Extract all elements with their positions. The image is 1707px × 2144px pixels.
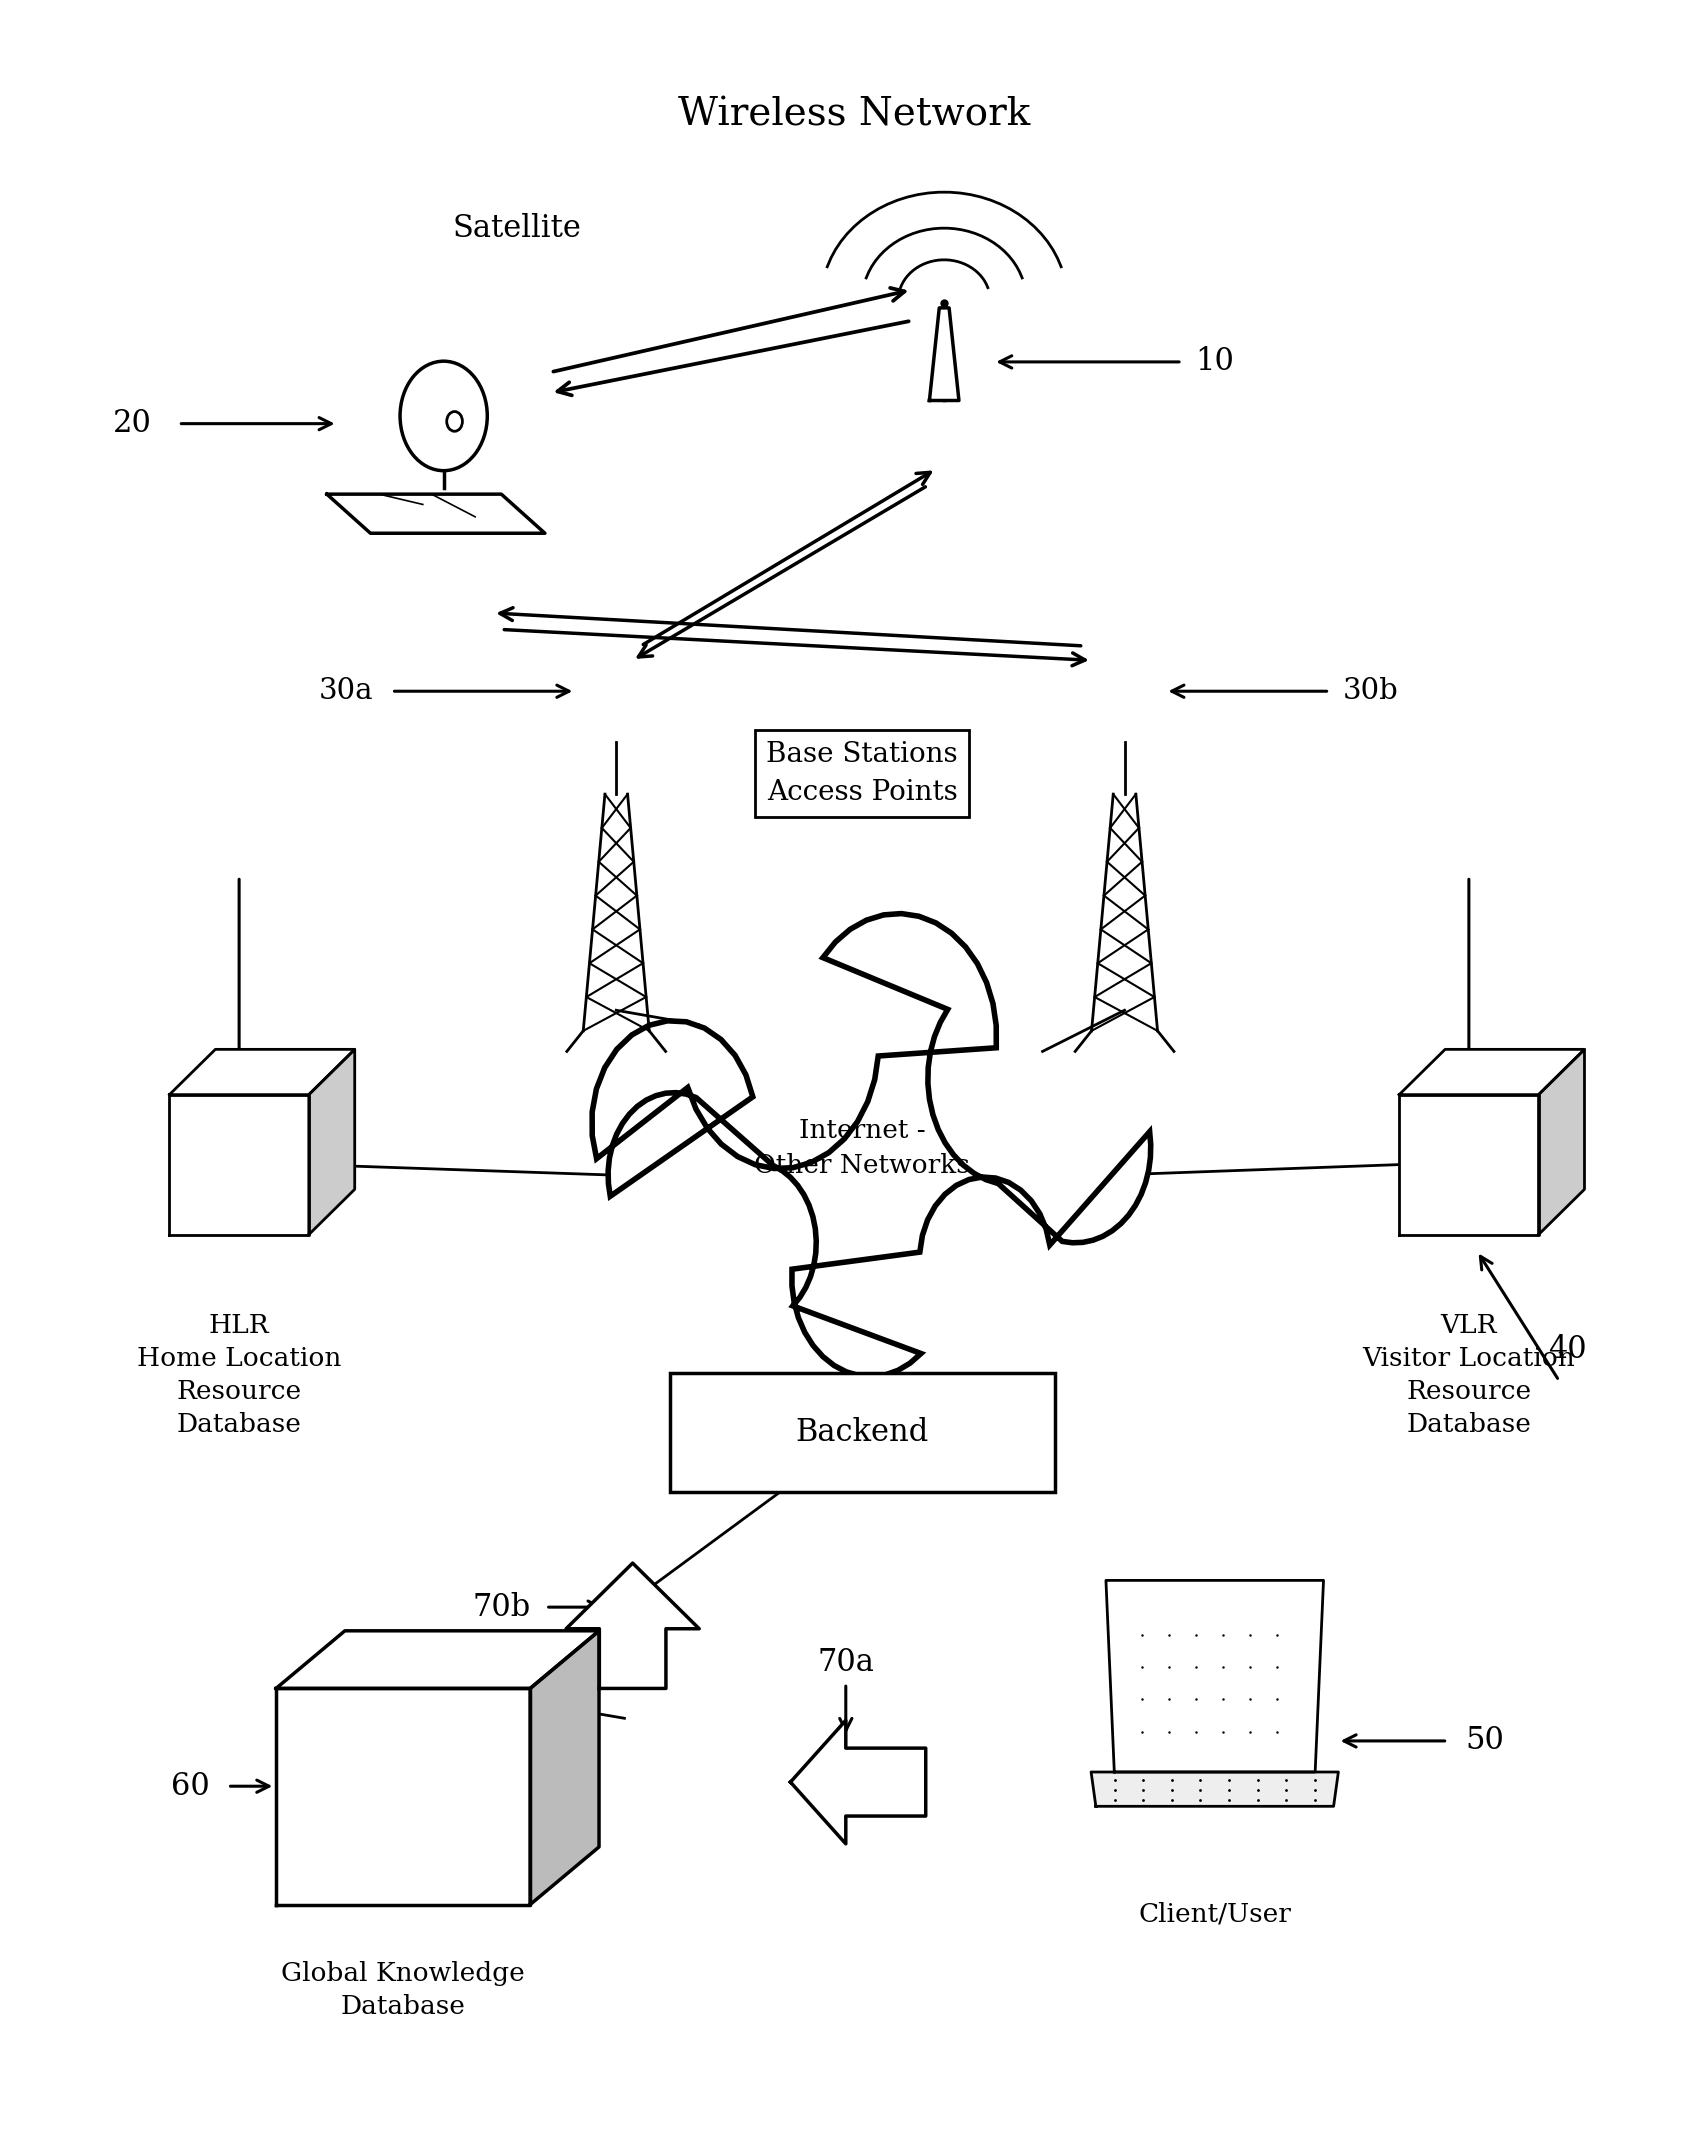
Polygon shape [1398,1048,1584,1096]
Text: Internet -
Other Networks: Internet - Other Networks [754,1119,970,1179]
Text: 70a: 70a [818,1647,874,1679]
Text: Wireless Network: Wireless Network [678,96,1029,133]
Polygon shape [790,1719,925,1844]
Text: 10: 10 [1195,347,1234,377]
Polygon shape [169,1048,355,1096]
Text: 20: 20 [113,407,152,440]
Polygon shape [169,1096,309,1235]
Polygon shape [1091,1771,1338,1805]
Polygon shape [565,1563,698,1689]
Circle shape [447,412,463,431]
Text: 50: 50 [1465,1726,1504,1756]
Polygon shape [1538,1048,1584,1235]
Polygon shape [1106,1580,1323,1771]
Text: 30b: 30b [1342,678,1398,705]
Polygon shape [529,1632,599,1904]
Text: 60: 60 [171,1771,210,1801]
Text: Global Knowledge
Database: Global Knowledge Database [282,1962,524,2020]
Polygon shape [929,309,958,401]
Polygon shape [592,913,1151,1376]
Text: Client/User: Client/User [1137,1902,1290,1927]
Polygon shape [277,1689,529,1904]
Text: VLR
Visitor Location
Resource
Database: VLR Visitor Location Resource Database [1362,1312,1574,1436]
FancyBboxPatch shape [669,1372,1055,1492]
Text: HLR
Home Location
Resource
Database: HLR Home Location Resource Database [137,1312,341,1436]
Text: 30a: 30a [318,678,372,705]
Polygon shape [277,1632,599,1689]
Circle shape [399,360,486,472]
Text: Base Stations
Access Points: Base Stations Access Points [766,742,958,806]
Text: 70b: 70b [473,1591,531,1623]
Text: 40: 40 [1547,1334,1586,1366]
Text: Satellite: Satellite [452,212,580,244]
Polygon shape [309,1048,355,1235]
Polygon shape [326,493,545,534]
Text: Backend: Backend [795,1417,929,1447]
Polygon shape [1398,1096,1538,1235]
